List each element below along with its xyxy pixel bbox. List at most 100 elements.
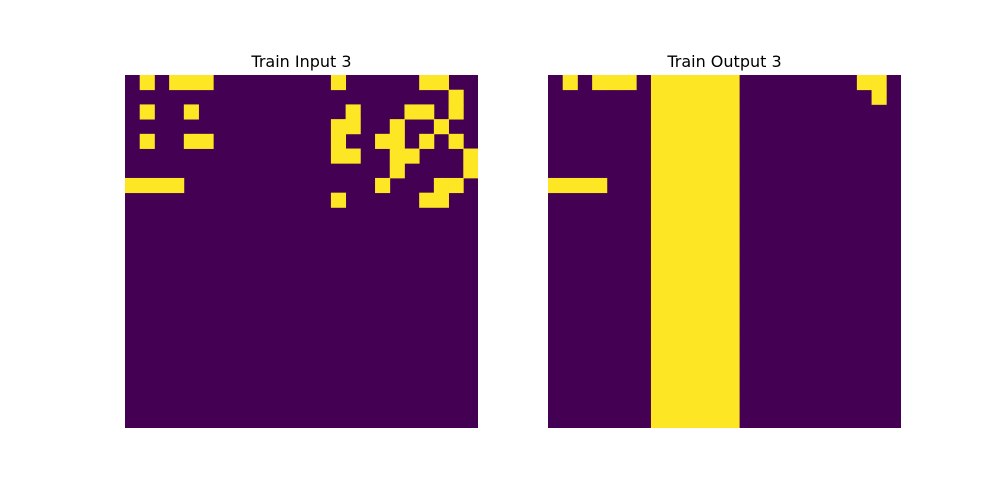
- train-output-grid: [548, 75, 901, 428]
- panel-title: Train Output 3: [667, 52, 782, 71]
- grid-cell: [650, 207, 667, 223]
- grid-cell: [680, 236, 696, 252]
- grid-cell: [433, 177, 449, 194]
- grid-cell: [724, 89, 740, 105]
- grid-cell: [419, 133, 435, 149]
- grid-cell: [695, 119, 711, 135]
- grid-cell: [695, 413, 711, 428]
- grid-cell: [724, 295, 740, 311]
- grid-cell: [695, 177, 711, 194]
- grid-cell: [695, 251, 711, 267]
- grid-cell: [665, 104, 681, 120]
- train-input-grid: [125, 75, 478, 428]
- grid-cell: [724, 207, 740, 223]
- grid-cell: [695, 354, 711, 370]
- grid-cell: [695, 310, 711, 326]
- grid-cell: [709, 280, 725, 297]
- grid-cell: [695, 325, 711, 341]
- grid-cell: [650, 148, 667, 164]
- grid-cell: [680, 325, 696, 341]
- grid-cell: [330, 75, 347, 91]
- grid-cell: [548, 177, 564, 194]
- grid-cell: [665, 207, 681, 223]
- grid-cell: [665, 295, 681, 311]
- grid-cell: [695, 89, 711, 105]
- grid-cell: [389, 148, 405, 164]
- grid-cell: [695, 104, 711, 120]
- grid-cell: [724, 192, 740, 208]
- grid-cell: [665, 222, 681, 238]
- grid-cell: [724, 119, 740, 135]
- grid-cell: [709, 133, 725, 149]
- grid-cell: [680, 339, 696, 355]
- grid-cell: [695, 339, 711, 355]
- grid-cell: [330, 133, 347, 149]
- grid-cell: [650, 163, 667, 179]
- grid-cell: [650, 75, 667, 91]
- grid-cell: [709, 119, 725, 135]
- grid-cell: [709, 207, 725, 223]
- grid-cell: [650, 266, 667, 282]
- grid-cell: [680, 222, 696, 238]
- grid-cell: [665, 325, 681, 341]
- grid-cell: [695, 207, 711, 223]
- grid-cell: [389, 133, 405, 149]
- grid-cell: [330, 119, 347, 135]
- grid-cell: [695, 369, 711, 385]
- grid-cell: [724, 104, 740, 120]
- grid-cell: [650, 369, 667, 385]
- grid-cell: [389, 119, 405, 135]
- grid-cell: [709, 383, 725, 399]
- grid-cell: [139, 133, 155, 149]
- grid-cell: [183, 133, 199, 149]
- grid-cell: [680, 177, 696, 194]
- grid-cell: [169, 177, 185, 194]
- grid-cell: [562, 75, 578, 91]
- grid-cell: [665, 192, 681, 208]
- grid-cell: [139, 177, 155, 194]
- grid-cell: [709, 192, 725, 208]
- grid-cell: [680, 89, 696, 105]
- grid-cell: [709, 75, 725, 91]
- grid-cell: [389, 163, 405, 179]
- grid-cell: [680, 192, 696, 208]
- grid-cell: [404, 104, 420, 120]
- grid-cell: [448, 89, 464, 105]
- grid-cell: [680, 251, 696, 267]
- grid-cell: [709, 148, 725, 164]
- grid-cell: [724, 339, 740, 355]
- grid-cell: [650, 222, 667, 238]
- grid-cell: [724, 266, 740, 282]
- grid-cell: [680, 163, 696, 179]
- grid-cell: [650, 398, 667, 414]
- grid-cell: [650, 133, 667, 149]
- grid-cell: [665, 236, 681, 252]
- grid-cell: [665, 354, 681, 370]
- grid-cell: [345, 148, 361, 164]
- grid-cell: [695, 133, 711, 149]
- grid-cell: [665, 148, 681, 164]
- grid-cell: [724, 310, 740, 326]
- grid-cell: [665, 163, 681, 179]
- grid-cell: [680, 383, 696, 399]
- grid-cell: [375, 133, 391, 149]
- grid-cell: [695, 383, 711, 399]
- grid-cell: [650, 354, 667, 370]
- grid-cell: [650, 236, 667, 252]
- grid-cell: [183, 104, 199, 120]
- grid-cell: [665, 369, 681, 385]
- grid-cell: [724, 354, 740, 370]
- grid-cell: [724, 148, 740, 164]
- train-output-panel: Train Output 3: [548, 0, 901, 500]
- grid-cell: [724, 222, 740, 238]
- grid-cell: [650, 119, 667, 135]
- grid-cell: [680, 398, 696, 414]
- grid-cell: [680, 280, 696, 297]
- grid-cell: [433, 75, 449, 91]
- grid-cell: [695, 295, 711, 311]
- grid-cell: [724, 236, 740, 252]
- grid-cell: [665, 383, 681, 399]
- grid-cell: [680, 104, 696, 120]
- grid-cell: [709, 325, 725, 341]
- grid-cell: [695, 236, 711, 252]
